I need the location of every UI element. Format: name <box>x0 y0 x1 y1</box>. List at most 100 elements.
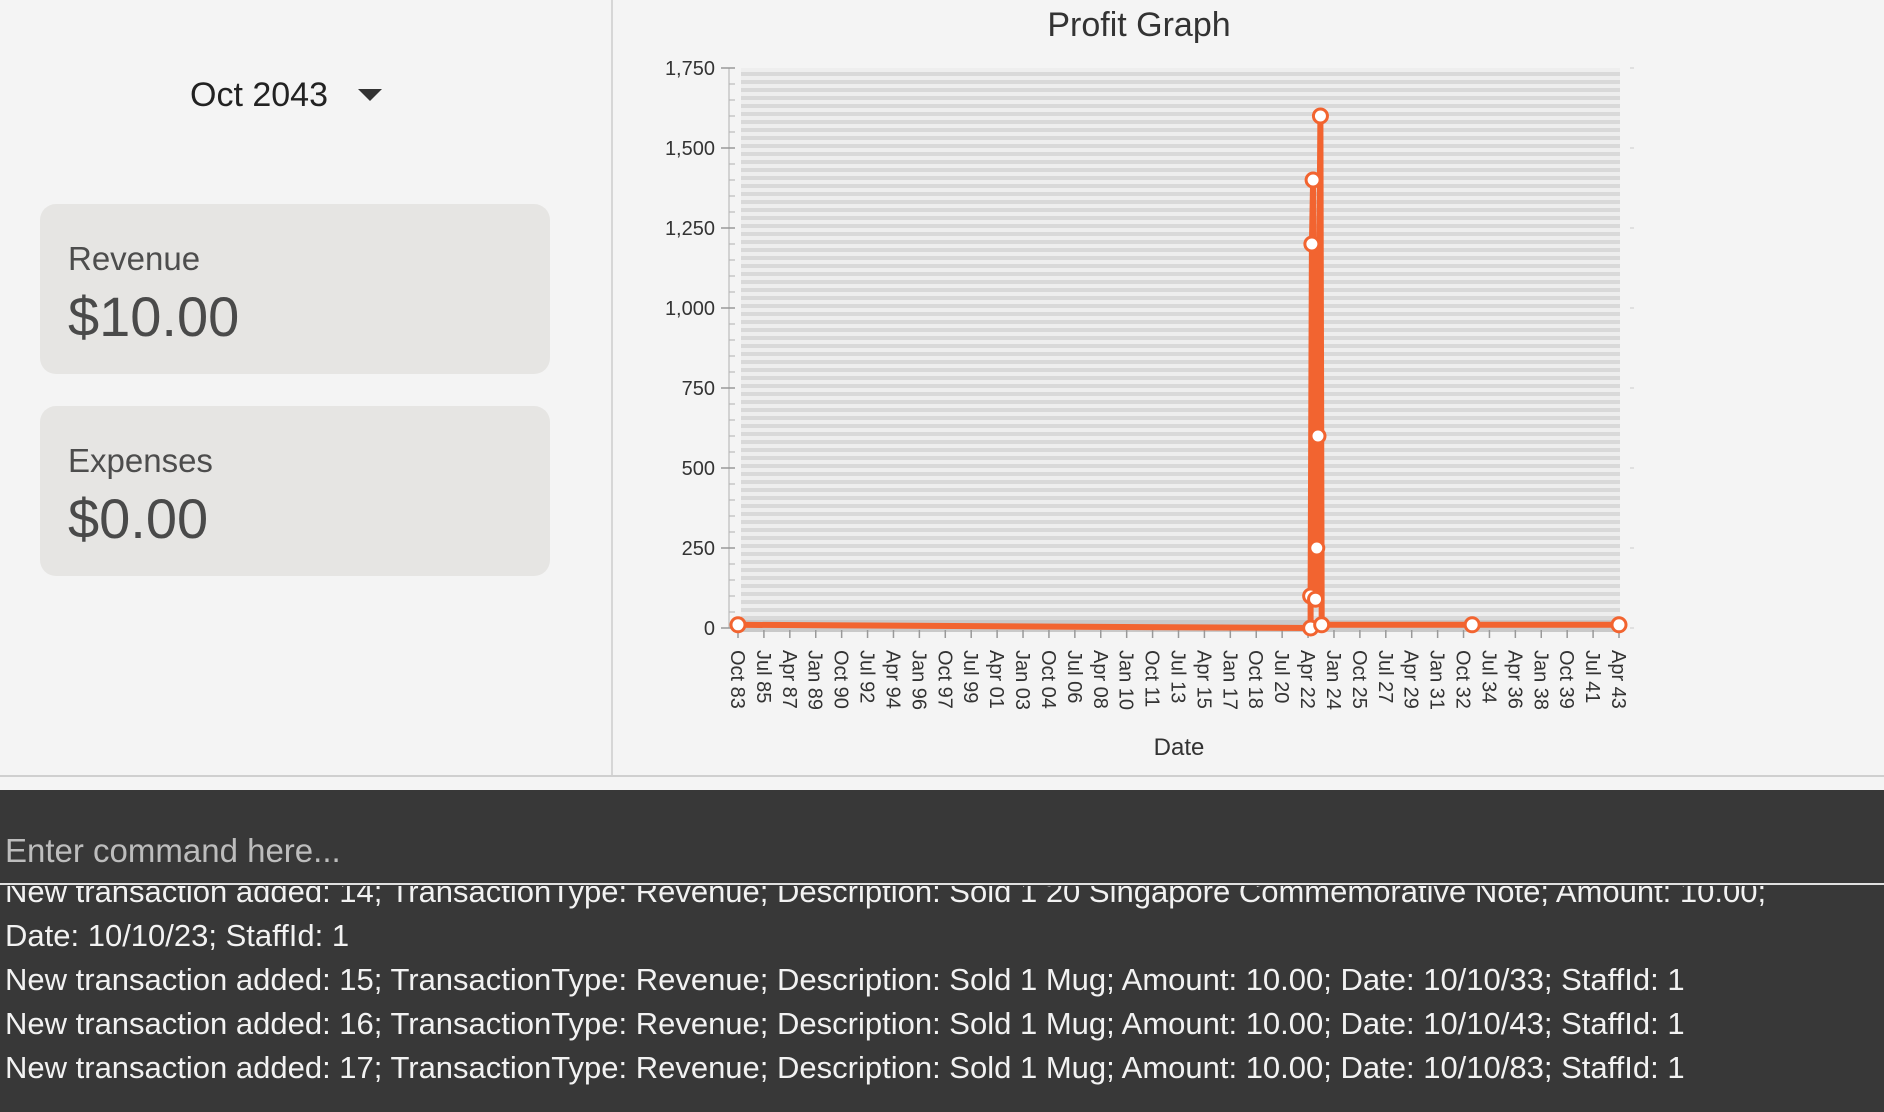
grid-band <box>741 520 1620 524</box>
x-tick-label: Jul 85 <box>752 650 774 703</box>
x-axis-label: Date <box>1154 734 1205 761</box>
section-divider <box>0 775 1884 777</box>
grid-band <box>741 360 1620 364</box>
x-tick-label: Jul 99 <box>959 650 981 703</box>
expenses-card: Expenses $0.00 <box>40 406 550 576</box>
x-tick-label: Apr 29 <box>1400 650 1422 709</box>
grid-band <box>741 160 1620 164</box>
data-point <box>1313 616 1331 634</box>
x-tick-label: Jul 06 <box>1063 650 1085 703</box>
grid-band <box>741 184 1620 188</box>
x-tick-label: Jan 89 <box>804 650 826 710</box>
grid-band <box>741 200 1620 204</box>
grid-band <box>741 128 1620 132</box>
result-lines: New transaction added: 14; TransactionTy… <box>5 886 1875 1090</box>
result-line: New transaction added: 15; TransactionTy… <box>5 962 1685 997</box>
month-dropdown-value: Oct 2043 <box>190 75 328 114</box>
grid-band <box>741 552 1620 556</box>
grid-band <box>741 368 1620 372</box>
x-tick-label: Jul 92 <box>856 650 878 703</box>
grid-band <box>741 584 1620 588</box>
x-tick-label: Jul 20 <box>1270 650 1292 703</box>
result-line: Date: 10/10/23; StaffId: 1 <box>5 918 350 953</box>
x-tick-label: Jan 24 <box>1322 650 1344 710</box>
grid-band <box>741 248 1620 252</box>
chart-grid <box>741 68 1620 628</box>
x-tick-label: Apr 94 <box>881 650 903 709</box>
grid-band <box>741 432 1620 436</box>
y-tick-label: 250 <box>682 538 715 560</box>
grid-band <box>741 512 1620 516</box>
x-tick-label: Oct 04 <box>1037 650 1059 709</box>
expenses-value: $0.00 <box>68 487 209 550</box>
grid-band <box>741 528 1620 532</box>
grid-band <box>741 496 1620 500</box>
grid-band <box>741 120 1620 124</box>
chart-title: Profit Graph <box>1047 6 1230 44</box>
x-tick-label: Apr 08 <box>1089 650 1111 709</box>
grid-band <box>741 264 1620 268</box>
grid-band <box>741 96 1620 100</box>
x-tick-label: Apr 22 <box>1296 650 1318 709</box>
grid-band <box>741 112 1620 116</box>
x-tick-label: Oct 25 <box>1348 650 1370 709</box>
grid-band <box>741 344 1620 348</box>
grid-band <box>741 320 1620 324</box>
grid-band <box>741 576 1620 580</box>
result-display[interactable]: New transaction added: 14; TransactionTy… <box>0 886 1884 1112</box>
result-line: New transaction added: 14; TransactionTy… <box>5 886 1767 909</box>
grid-band <box>741 616 1620 620</box>
revenue-label: Revenue <box>68 240 201 277</box>
chevron-down-icon[interactable] <box>357 89 382 101</box>
x-tick-label: Jan 96 <box>907 650 929 710</box>
x-tick-label: Jan 10 <box>1115 650 1137 710</box>
grid-band <box>741 80 1620 84</box>
grid-band <box>741 224 1620 228</box>
grid-band <box>741 104 1620 108</box>
revenue-value: $10.00 <box>68 285 240 348</box>
grid-band <box>741 400 1620 404</box>
y-tick-label: 0 <box>704 618 715 640</box>
x-tick-label: Apr 01 <box>985 650 1007 709</box>
y-tick-label: 750 <box>682 378 715 400</box>
data-point <box>729 616 747 634</box>
expenses-label: Expenses <box>68 442 213 479</box>
x-tick-label: Oct 11 <box>1141 650 1163 707</box>
grid-band <box>741 600 1620 604</box>
grid-band <box>741 88 1620 92</box>
grid-band <box>741 488 1620 492</box>
y-tick-label: 1,000 <box>665 298 715 320</box>
command-input[interactable] <box>0 822 1884 880</box>
grid-band <box>741 304 1620 308</box>
grid-band <box>741 168 1620 172</box>
grid-band <box>741 232 1620 236</box>
grid-band <box>741 312 1620 316</box>
x-tick-label: Apr 87 <box>778 650 800 709</box>
x-tick-label: Oct 97 <box>933 650 955 709</box>
x-tick-label: Oct 18 <box>1244 650 1266 709</box>
month-dropdown[interactable]: Oct 2043 <box>190 72 382 118</box>
grid-band <box>741 560 1620 564</box>
grid-band <box>741 144 1620 148</box>
x-tick-label: Oct 39 <box>1555 650 1577 709</box>
x-tick-label: Apr 36 <box>1503 650 1525 709</box>
x-tick-label: Apr 43 <box>1607 650 1629 709</box>
grid-band <box>741 176 1620 180</box>
grid-band <box>741 216 1620 220</box>
grid-band <box>741 136 1620 140</box>
x-tick-label: Jul 13 <box>1167 650 1189 703</box>
x-tick-label: Jan 03 <box>1011 650 1033 710</box>
grid-band <box>741 288 1620 292</box>
grid-band <box>741 336 1620 340</box>
chart-series <box>729 107 1628 637</box>
result-line: New transaction added: 17; TransactionTy… <box>5 1050 1685 1085</box>
summary-panel: Oct 2043 Revenue $10.00 Expenses $0.00 <box>0 0 613 777</box>
data-point <box>1304 171 1322 189</box>
grid-band <box>741 328 1620 332</box>
grid-band <box>741 448 1620 452</box>
grid-band <box>741 152 1620 156</box>
grid-band <box>741 440 1620 444</box>
profit-chart-area: Profit Graph 0 250 500 750 1,000 1,250 1,500 1,… <box>613 0 1884 777</box>
grid-band <box>741 472 1620 476</box>
